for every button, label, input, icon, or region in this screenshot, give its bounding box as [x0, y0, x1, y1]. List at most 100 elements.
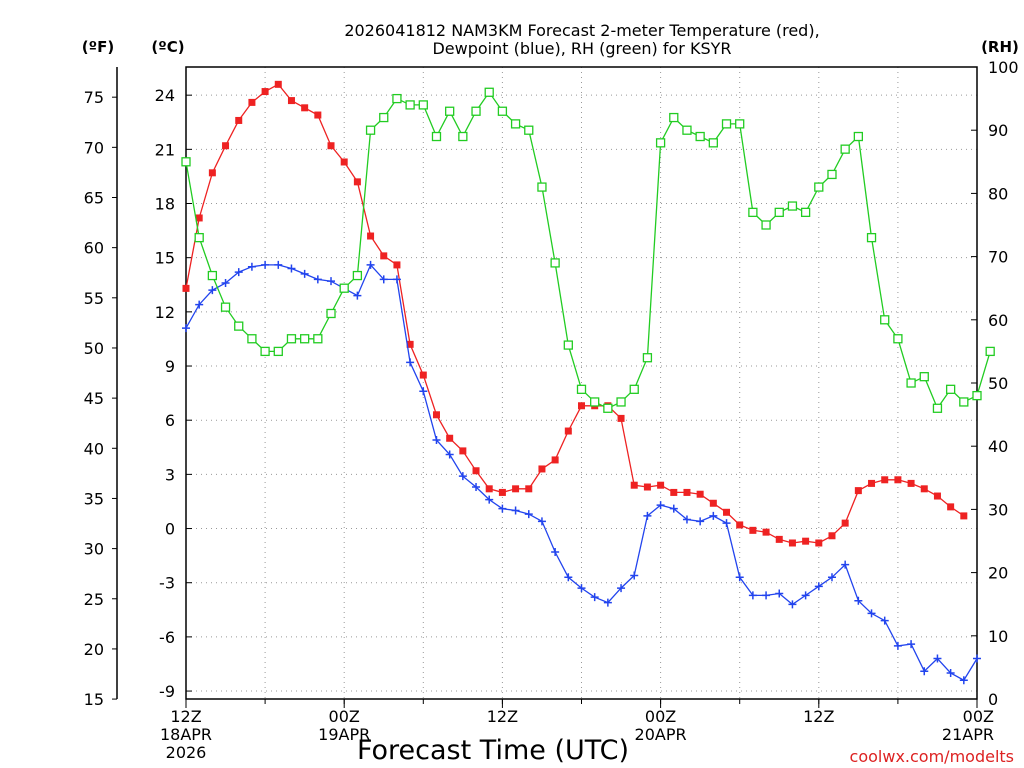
dewpoint-point — [762, 591, 771, 600]
temperature-point — [274, 80, 282, 88]
fahrenheit-tick-label: 15 — [84, 690, 104, 709]
dewpoint-point — [287, 264, 296, 273]
fahrenheit-tick-label: 65 — [84, 188, 104, 207]
dewpoint-point — [630, 571, 639, 580]
dewpoint-point — [274, 260, 283, 269]
rh-point — [563, 340, 573, 350]
fahrenheit-tick-label: 45 — [84, 389, 104, 408]
dewpoint-point — [933, 654, 942, 663]
temperature-point — [459, 447, 467, 455]
rh-tick-label: 70 — [988, 248, 1008, 267]
temperature-point — [353, 178, 361, 186]
rh-point — [840, 144, 850, 154]
fahrenheit-tick-label: 60 — [84, 239, 104, 258]
temperature-point — [248, 98, 256, 106]
celsius-tick-label: -3 — [159, 574, 175, 593]
dewpoint-point — [682, 515, 691, 524]
temperature-point — [828, 532, 836, 540]
celsius-tick-label: 18 — [155, 195, 175, 214]
rh-point — [576, 384, 587, 394]
series-line-rh — [185, 91, 991, 410]
dewpoint-point — [603, 598, 612, 607]
rh-point — [787, 201, 798, 211]
fahrenheit-tick-label: 70 — [84, 138, 104, 157]
dewpoint-point — [893, 641, 902, 650]
rh-point — [800, 207, 811, 218]
rh-point — [880, 315, 890, 325]
series — [181, 80, 995, 685]
series-rh — [181, 87, 995, 413]
rh-point — [286, 334, 297, 344]
temperature-point — [723, 508, 731, 516]
temperature-point — [393, 261, 401, 269]
x-tick-label: 00Z — [645, 707, 676, 726]
rh-point — [932, 403, 943, 413]
temperature-point — [235, 116, 243, 124]
temperature-point — [380, 252, 388, 260]
temperature-point — [841, 519, 849, 527]
celsius-tick-label: -9 — [159, 682, 175, 701]
temperature-point — [775, 535, 783, 543]
temperature-point — [367, 232, 375, 240]
dewpoint-point — [841, 560, 850, 569]
x-tick-label: 18APR — [160, 725, 212, 744]
temperature-point — [261, 88, 269, 96]
x-tick-label: 00Z — [963, 707, 994, 726]
rh-point — [695, 131, 705, 142]
temperature-point — [736, 521, 744, 529]
dewpoint-point — [854, 596, 863, 605]
rh-point — [445, 106, 455, 116]
fahrenheit-tick-label: 30 — [84, 540, 104, 559]
temperature-point — [630, 481, 638, 489]
temperature-point — [301, 104, 309, 112]
fahrenheit-tick-label: 50 — [84, 339, 104, 358]
rh-point — [827, 169, 837, 180]
dewpoint-point — [801, 591, 810, 600]
rh-point — [273, 346, 283, 357]
dewpoint-point — [208, 286, 217, 295]
fahrenheit-tick-label: 55 — [84, 289, 104, 308]
x-tick-label: 12Z — [803, 707, 834, 726]
celsius-tick-label: 21 — [155, 140, 175, 159]
temperature-point — [670, 488, 678, 496]
celsius-tick-label: 9 — [165, 357, 175, 376]
temperature-point — [960, 512, 968, 520]
rh-tick-label: 0 — [988, 690, 998, 709]
rh-point — [194, 232, 204, 243]
rh-point — [735, 119, 745, 129]
dewpoint-point — [537, 517, 546, 526]
rh-tick-label: 30 — [988, 500, 1008, 519]
rh-point — [893, 334, 903, 344]
dewpoint-point — [669, 504, 678, 513]
temperature-point — [182, 284, 190, 292]
temperature-point — [538, 465, 546, 473]
temperature-point — [643, 483, 651, 491]
axes: 15 20 25 30 35 40 45 50 55 60 65 70 75 -9 -6 -3 0 3 6 9 12 15… — [84, 58, 1019, 762]
temperature-point — [314, 111, 322, 119]
dewpoint-point — [511, 506, 520, 515]
rh-point — [748, 207, 758, 218]
x-tick-label: 21APR — [942, 725, 994, 744]
temperature-point — [683, 488, 691, 496]
rh-point — [405, 100, 415, 110]
rh-point — [853, 131, 863, 142]
rh-point — [945, 384, 956, 394]
rh-point — [655, 138, 666, 148]
rh-point — [497, 106, 508, 116]
dewpoint-point — [748, 591, 757, 600]
temperature-point — [617, 414, 625, 422]
dewpoint-point — [498, 504, 507, 513]
grid-lines — [186, 67, 977, 699]
temperature-point — [696, 490, 704, 498]
credit-text: coolwx.com/modelts — [850, 747, 1014, 766]
rh-point — [642, 353, 653, 363]
temperature-point — [762, 528, 770, 536]
dewpoint-point — [590, 593, 599, 602]
x-tick-label: 12Z — [170, 707, 201, 726]
celsius-tick-label: 24 — [155, 86, 175, 105]
dewpoint-point — [946, 668, 955, 677]
dewpoint-point — [696, 517, 705, 526]
rh-point — [629, 384, 639, 394]
fahrenheit-unit-label: (ºF) — [82, 38, 114, 56]
